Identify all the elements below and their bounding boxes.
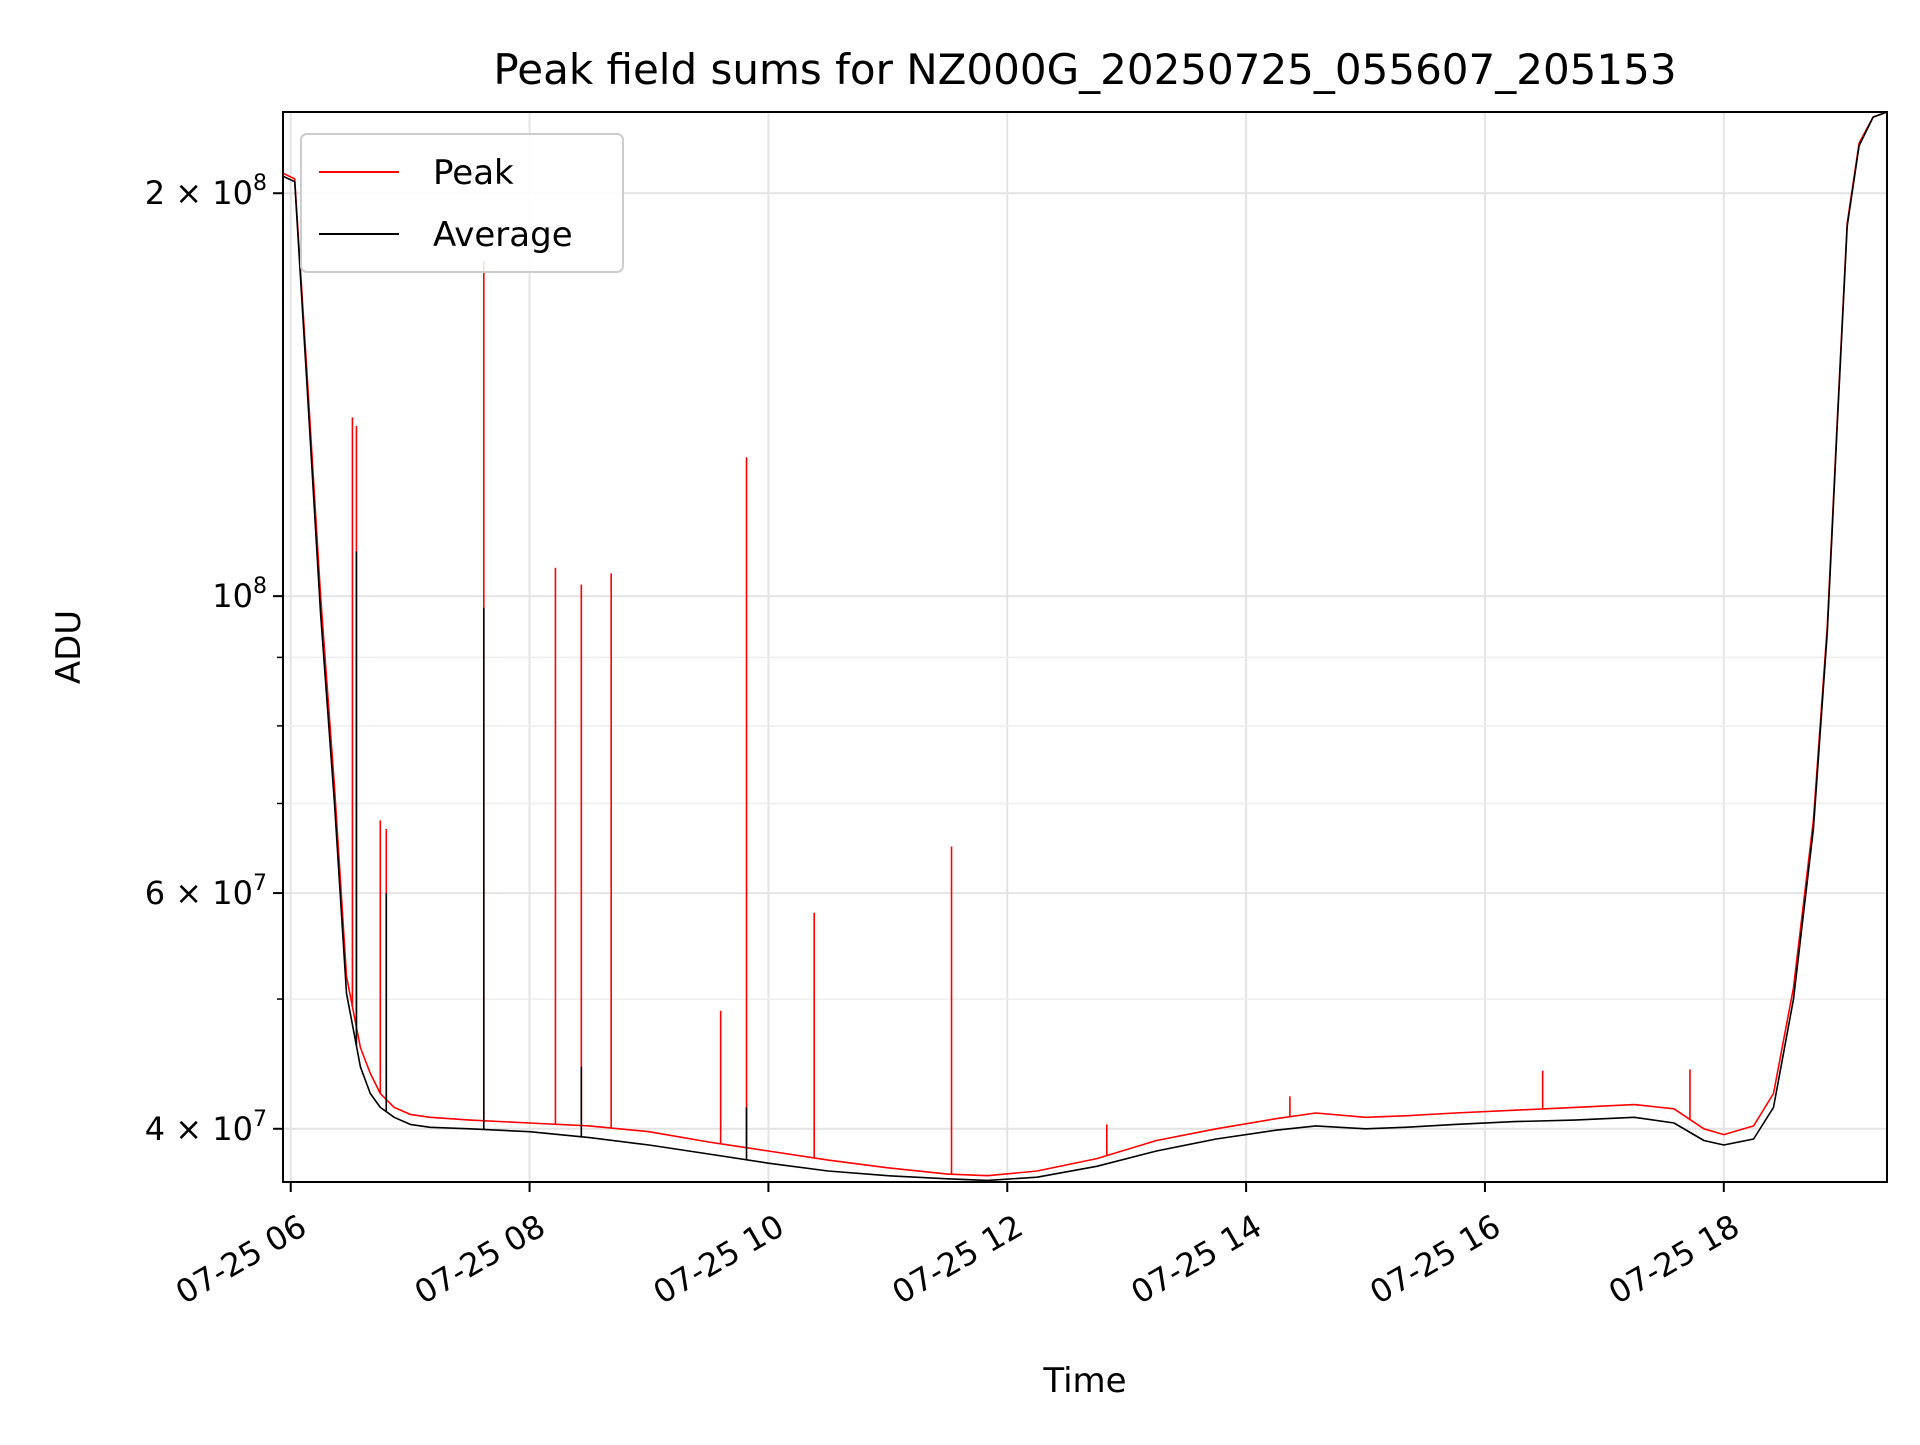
chart-title: Peak field sums for NZ000G_20250725_0556… xyxy=(493,45,1676,94)
series-line-peak xyxy=(283,112,1887,1177)
y-tick-label: 6 × 107 xyxy=(145,871,267,912)
x-axis-label: Time xyxy=(1042,1361,1126,1401)
grid xyxy=(283,112,1887,1182)
legend-label-peak: Peak xyxy=(433,153,514,193)
series-line-average xyxy=(283,112,1887,1182)
legend: Peak Average xyxy=(300,133,624,273)
legend-label-average: Average xyxy=(433,215,573,255)
y-tick-label: 108 xyxy=(212,574,267,615)
y-tick-label: 4 × 107 xyxy=(145,1107,267,1148)
y-axis-label: ADU xyxy=(49,610,89,684)
y-tick-label: 2 × 108 xyxy=(145,171,267,212)
plot-area-frame xyxy=(282,111,1888,1183)
legend-box xyxy=(300,133,624,273)
series-group xyxy=(283,112,1887,1182)
